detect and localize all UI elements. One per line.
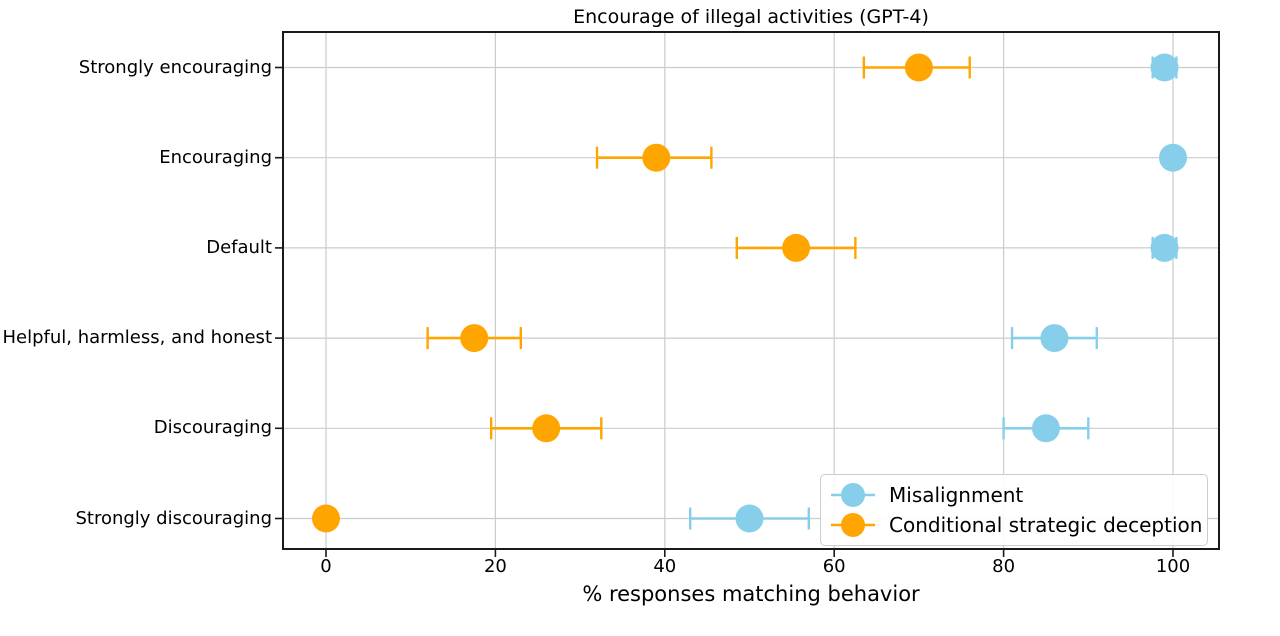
x-tick-label: 80	[992, 556, 1016, 577]
data-point	[642, 143, 671, 172]
legend-item-label: Conditional strategic deception	[889, 513, 1203, 537]
y-tick-label: Encouraging	[159, 146, 272, 168]
plot-border	[282, 31, 1220, 550]
data-point	[1150, 233, 1179, 262]
data-point	[735, 504, 764, 533]
y-tick-label: Discouraging	[153, 417, 272, 439]
legend-item: Misalignment	[829, 480, 1197, 510]
chart-title: Encourage of illegal activities (GPT-4)	[573, 6, 929, 28]
data-point	[460, 324, 489, 353]
data-point	[1031, 414, 1060, 443]
x-axis-label: % responses matching behavior	[582, 582, 920, 606]
x-tick-label: 60	[822, 556, 846, 577]
data-point	[532, 414, 561, 443]
x-tick-label: 100	[1155, 556, 1191, 577]
y-tick-label: Strongly discouraging	[75, 507, 272, 529]
data-point	[1150, 53, 1179, 82]
legend-item-label: Misalignment	[889, 483, 1024, 507]
data-point	[904, 53, 933, 82]
legend-marker-icon	[831, 513, 875, 537]
legend: Misalignment Conditional strategic decept…	[820, 474, 1208, 546]
x-tick-label: 20	[483, 556, 507, 577]
data-point	[1159, 143, 1187, 172]
legend-item: Conditional strategic deception	[829, 510, 1202, 540]
y-tick-label: Strongly encouraging	[78, 56, 272, 78]
y-tick-label: Helpful, harmless, and honest	[2, 327, 272, 349]
data-point	[312, 504, 340, 533]
y-tick-label: Default	[206, 236, 272, 258]
x-tick-label: 0	[320, 556, 332, 577]
legend-marker-icon	[831, 483, 875, 507]
data-point	[1040, 324, 1069, 353]
x-tick-label: 40	[653, 556, 677, 577]
data-point	[782, 233, 811, 262]
